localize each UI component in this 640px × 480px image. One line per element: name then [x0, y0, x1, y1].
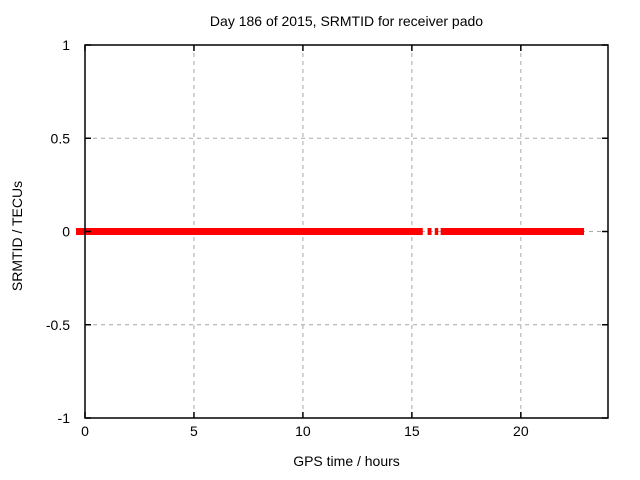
- x-tick-label: 0: [81, 423, 89, 439]
- x-tick-label: 10: [295, 423, 311, 439]
- y-tick-label: -1: [58, 410, 71, 426]
- y-tick-label: 0.5: [51, 130, 71, 146]
- x-tick-label: 5: [190, 423, 198, 439]
- x-axis-label: GPS time / hours: [293, 453, 400, 469]
- y-tick-label: -0.5: [46, 317, 70, 333]
- plot-border: [84, 44, 609, 419]
- chart-title: Day 186 of 2015, SRMTID for receiver pad…: [209, 13, 484, 29]
- y-tick-label: 1: [62, 37, 70, 53]
- y-tick-label: 0: [62, 224, 70, 240]
- x-tick-label: 20: [513, 423, 529, 439]
- x-tick-label: 15: [404, 423, 420, 439]
